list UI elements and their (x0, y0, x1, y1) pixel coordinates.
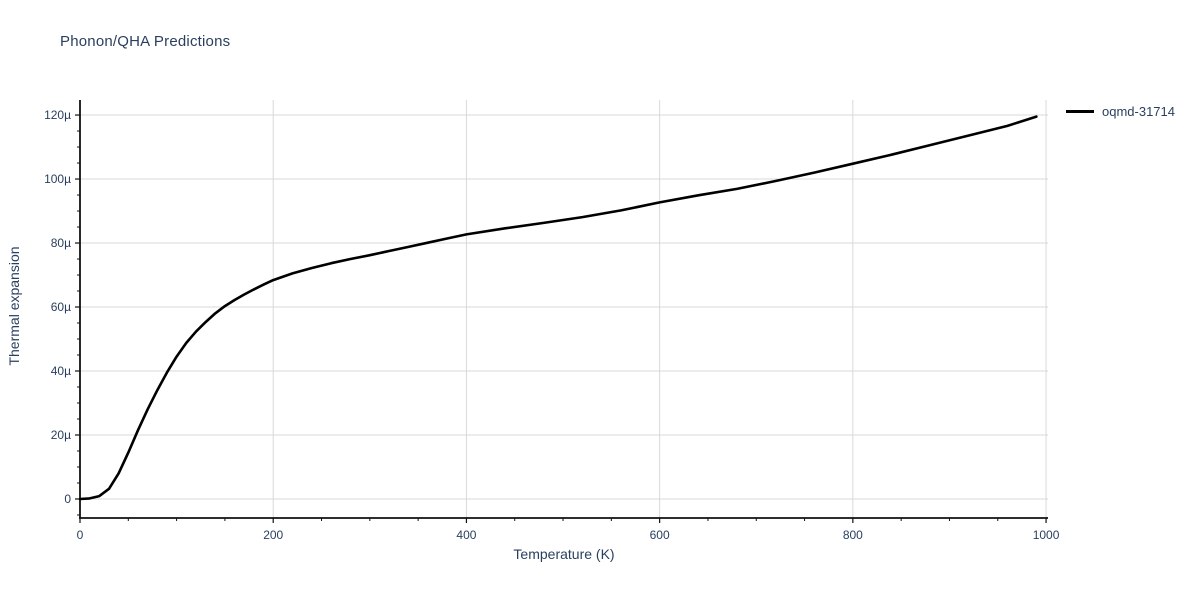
x-tick-label: 200 (263, 528, 283, 542)
series-line-oqmd-31714 (78, 115, 1038, 501)
y-tick-label: 100µ (44, 172, 71, 186)
x-tick-label: 400 (456, 528, 476, 542)
y-tick-label: 80µ (51, 236, 71, 250)
legend: oqmd-31714 (1066, 104, 1175, 119)
x-tick-label: 1000 (1033, 528, 1060, 542)
y-tick-label: 60µ (51, 300, 71, 314)
x-axis-title: Temperature (K) (513, 546, 615, 562)
x-tick-label: 600 (650, 528, 670, 542)
legend-line-sample (1066, 110, 1094, 113)
y-tick-label: 20µ (51, 428, 71, 442)
y-tick-label: 0 (64, 492, 71, 506)
chart-title: Phonon/QHA Predictions (60, 33, 231, 50)
x-tick-label: 800 (843, 528, 863, 542)
y-tick-label: 40µ (51, 364, 71, 378)
y-axis-title: Thermal expansion (6, 246, 22, 366)
legend-item-oqmd-31714[interactable]: oqmd-31714 (1066, 104, 1175, 119)
x-tick-label: 0 (77, 528, 84, 542)
legend-label: oqmd-31714 (1102, 104, 1175, 119)
y-tick-label: 120µ (44, 108, 71, 122)
